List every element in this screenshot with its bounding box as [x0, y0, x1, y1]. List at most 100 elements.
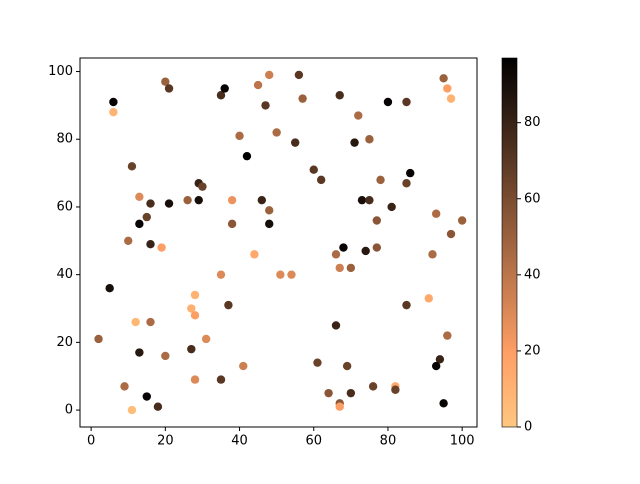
point: [346, 388, 356, 398]
x-tick-label: 60: [305, 434, 322, 449]
point: [250, 250, 259, 259]
point: [198, 182, 207, 191]
y-tick-label: 20: [56, 335, 73, 350]
point: [257, 195, 267, 205]
colorbar-tick-label: 0: [524, 420, 532, 435]
point: [261, 101, 270, 110]
point: [324, 388, 333, 398]
point: [376, 175, 385, 185]
point: [187, 304, 196, 313]
point: [272, 128, 281, 137]
point: [161, 77, 170, 86]
point: [361, 246, 370, 256]
point: [224, 300, 233, 310]
y-tick-label: 100: [48, 64, 73, 79]
y-tick-label: 0: [65, 403, 73, 418]
point: [406, 168, 415, 178]
x-tick-label: 20: [157, 434, 174, 449]
point: [439, 399, 448, 408]
point: [227, 219, 237, 229]
point: [239, 361, 248, 371]
point: [190, 375, 200, 384]
point: [216, 91, 226, 100]
point: [365, 195, 374, 205]
point: [383, 97, 393, 107]
point: [142, 212, 151, 222]
point: [253, 80, 263, 90]
point: [443, 331, 452, 340]
point: [187, 344, 196, 354]
point: [276, 270, 285, 279]
point: [201, 334, 211, 344]
point: [402, 179, 411, 188]
point: [391, 385, 400, 394]
point: [164, 84, 174, 93]
x-tick-label: 100: [450, 434, 475, 449]
point: [316, 175, 326, 185]
point: [446, 229, 456, 239]
point: [424, 294, 433, 303]
point: [354, 111, 363, 120]
point: [146, 199, 155, 208]
point: [109, 107, 118, 117]
y-tick-label: 40: [56, 267, 73, 282]
point: [161, 351, 170, 361]
point: [265, 70, 274, 80]
point: [357, 195, 367, 205]
y-tick-label: 80: [56, 132, 73, 147]
point: [131, 317, 140, 327]
point: [402, 97, 411, 107]
point: [183, 195, 192, 205]
point: [446, 94, 456, 103]
point: [346, 263, 356, 273]
point: [146, 317, 155, 327]
point: [443, 84, 452, 93]
point: [313, 358, 322, 367]
point: [335, 263, 344, 273]
point: [124, 236, 133, 246]
point: [428, 250, 437, 259]
point: [435, 355, 445, 364]
point: [94, 334, 103, 344]
point: [235, 131, 244, 141]
x-tick-label: 80: [380, 434, 397, 449]
point: [142, 392, 151, 401]
point: [242, 151, 252, 161]
point: [402, 300, 411, 310]
point: [372, 243, 382, 252]
colorbar: [501, 57, 518, 428]
point: [265, 219, 274, 229]
point: [265, 206, 274, 215]
colorbar-tick-label: 20: [524, 343, 541, 358]
x-tick-label: 40: [231, 434, 248, 449]
point: [127, 162, 137, 171]
point: [335, 91, 344, 100]
point: [431, 209, 441, 218]
point: [220, 84, 229, 93]
point: [127, 405, 137, 415]
point: [157, 243, 166, 252]
point: [135, 348, 144, 357]
point: [227, 195, 237, 205]
point: [146, 239, 155, 249]
point: [331, 321, 341, 330]
point: [335, 402, 344, 411]
point: [164, 199, 174, 208]
point: [387, 202, 396, 212]
point: [216, 375, 226, 384]
x-tick-label: 0: [87, 434, 95, 449]
point: [309, 165, 318, 174]
point: [457, 216, 467, 225]
point: [216, 270, 226, 279]
point: [135, 219, 144, 229]
point: [120, 382, 129, 391]
point: [368, 382, 378, 391]
point: [109, 97, 118, 107]
point: [439, 74, 448, 83]
point: [294, 70, 304, 80]
point: [194, 195, 203, 205]
point: [342, 361, 352, 371]
point: [365, 135, 374, 144]
point: [298, 94, 307, 103]
